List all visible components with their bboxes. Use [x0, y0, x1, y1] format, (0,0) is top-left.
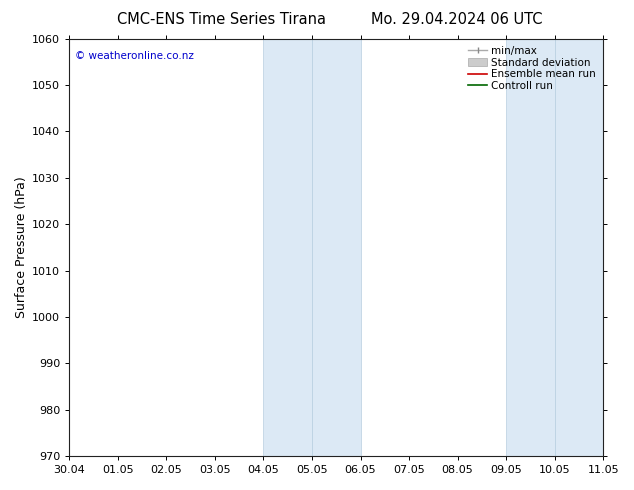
- Bar: [555, 39, 603, 456]
- Text: © weatheronline.co.nz: © weatheronline.co.nz: [75, 51, 193, 61]
- Text: CMC-ENS Time Series Tirana: CMC-ENS Time Series Tirana: [117, 12, 327, 27]
- Bar: [312, 39, 361, 456]
- Bar: [264, 39, 312, 456]
- Text: Mo. 29.04.2024 06 UTC: Mo. 29.04.2024 06 UTC: [371, 12, 542, 27]
- Bar: [506, 39, 555, 456]
- Legend: min/max, Standard deviation, Ensemble mean run, Controll run: min/max, Standard deviation, Ensemble me…: [466, 44, 598, 93]
- Y-axis label: Surface Pressure (hPa): Surface Pressure (hPa): [15, 176, 28, 318]
